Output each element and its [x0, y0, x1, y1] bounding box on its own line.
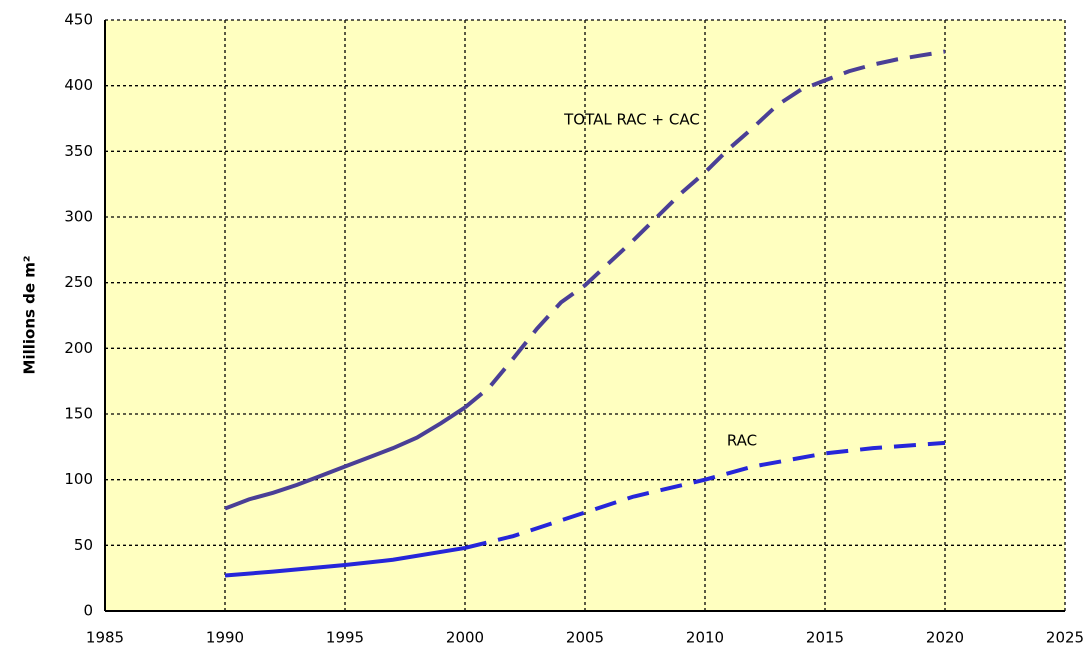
line-series — [464, 440, 946, 550]
y-tick-label: 150 — [64, 405, 93, 423]
x-tick-label: 2015 — [806, 629, 844, 647]
y-tick-label: 400 — [64, 76, 93, 94]
y-tick-label: 0 — [83, 602, 93, 620]
series-label: RAC — [727, 432, 757, 450]
y-tick-label: 300 — [64, 208, 93, 226]
x-tick-label: 2025 — [1046, 629, 1084, 647]
line-series — [463, 49, 946, 409]
x-tick-label: 2010 — [686, 629, 724, 647]
y-tick-label: 250 — [64, 273, 93, 291]
y-tick-label: 100 — [64, 470, 93, 488]
line-series — [224, 545, 466, 578]
x-tick-label: 2000 — [446, 629, 484, 647]
series-label: TOTAL RAC + CAC — [563, 111, 700, 129]
x-tick-label: 1990 — [206, 629, 244, 647]
y-tick-label: 200 — [64, 339, 93, 357]
x-tick-label: 2020 — [926, 629, 964, 647]
y-tick-label: 350 — [64, 142, 93, 160]
x-tick-label: 1985 — [86, 629, 124, 647]
y-tick-label: 50 — [74, 536, 93, 554]
line-series — [224, 405, 467, 511]
y-axis-label: Millions de m² — [21, 256, 39, 375]
y-tick-label: 450 — [64, 11, 93, 29]
x-tick-label: 1995 — [326, 629, 364, 647]
x-tick-label: 2005 — [566, 629, 604, 647]
